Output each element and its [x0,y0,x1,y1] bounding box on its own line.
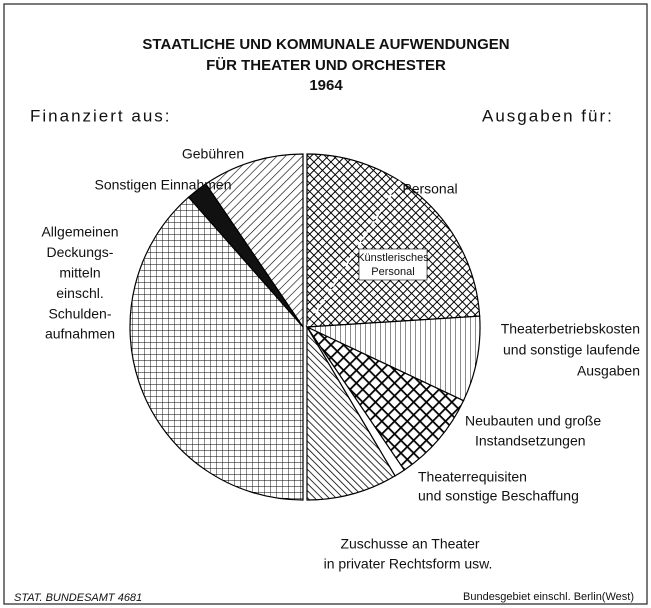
pie-slice [129,196,304,501]
sub-label-box [358,248,428,281]
slice-label: und sonstige Beschaffung [418,488,579,504]
slice-label: Neubauten und große [465,413,601,429]
source: STAT. BUNDESAMT 4681 [14,592,142,604]
pie-slice [306,153,481,328]
slice-label: Theaterbetriebskosten [501,321,640,337]
title: FÜR THEATER UND ORCHESTER [206,57,446,74]
pie-slice [306,324,396,501]
slice-label: und sonstige laufende [503,342,640,358]
frame [3,3,648,605]
sub-label: Personal [371,266,414,278]
sub-divider [306,180,401,328]
pie-slice [305,325,465,471]
slice-label: Personal [402,181,457,197]
slice-label: Theaterrequisiten [418,469,527,485]
note: Bundesgebiet einschl. Berlin(West) [463,591,634,603]
right-heading: Ausgaben für: [482,106,614,125]
slice-label: Deckungs- [47,244,114,260]
slice-label: Schulden- [48,305,111,321]
left-heading: Finanziert aus: [30,106,172,125]
slice-label: aufnahmen [45,326,115,342]
slice-label: Gebühren [182,146,244,162]
slice-label: mitteln [59,265,100,281]
slice-label: Instandsetzungen [475,433,586,449]
slice-label: Sonstigen Einnahmen [95,177,232,193]
title: STAATLICHE UND KOMMUNALE AUFWENDUNGEN [142,36,509,53]
slice-label: Allgemeinen [41,224,118,240]
slice-label: einschl. [56,285,103,301]
sub-label: Künstlerisches [357,252,429,264]
slice-label: in privater Rechtsform usw. [324,556,493,572]
pie-slice [204,153,304,329]
title: 1964 [309,77,343,94]
slice-label: Ausgaben [577,363,640,379]
slice-label: Zuschusse an Theater [340,536,479,552]
